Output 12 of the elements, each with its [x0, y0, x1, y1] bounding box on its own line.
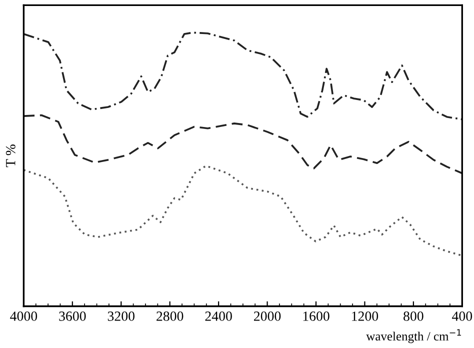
- x-tick-label: 800: [404, 312, 424, 321]
- x-tick-label: 3200: [108, 312, 134, 321]
- x-axis-title: wavelength / cm$^{−1}$: [366, 329, 461, 344]
- x-tick-label: 2000: [254, 312, 281, 321]
- x-tick-label: 1600: [303, 312, 330, 321]
- x-tick-label: 400: [452, 312, 472, 321]
- x-tick-label: 4000: [10, 312, 38, 321]
- x-tick-label: 2400: [205, 312, 232, 321]
- y-axis-title: T %: [6, 144, 16, 168]
- x-tick-label: 3600: [59, 312, 86, 321]
- x-tick-label: 1200: [352, 312, 378, 321]
- x-tick-label: 2800: [156, 312, 184, 321]
